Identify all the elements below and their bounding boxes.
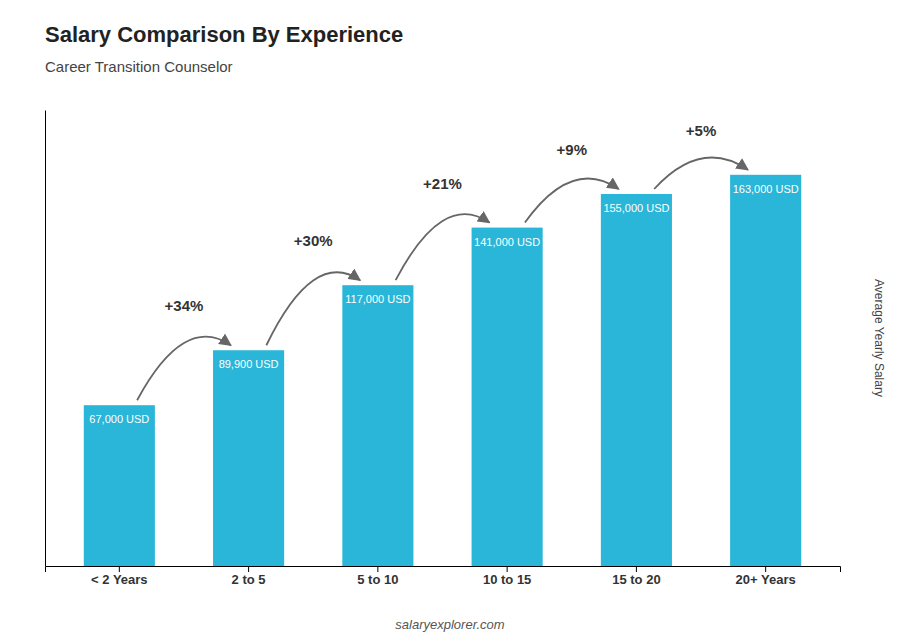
y-axis (45, 111, 46, 567)
x-tick-mark (248, 566, 249, 572)
bar (84, 405, 155, 566)
data-label: 155,000 USD (603, 202, 669, 214)
x-tick: 2 to 5 (232, 566, 266, 587)
x-tick-mark (636, 566, 637, 572)
watermark: salaryexplorer.com (395, 617, 505, 632)
subtitle: Career Transition Counselor (45, 58, 233, 75)
change-arrow (525, 179, 619, 223)
x-tick-label: 5 to 10 (357, 572, 398, 587)
x-tick-label: 10 to 15 (483, 572, 531, 587)
bar (601, 194, 672, 566)
title: Salary Comparison By Experience (45, 22, 403, 47)
plot: < 2 Years 2 to 5 5 to 10 10 to 15 15 to 20 20… (46, 111, 841, 588)
bar (730, 175, 801, 566)
change-arrow (396, 214, 490, 280)
x-tick-label: < 2 Years (91, 572, 148, 587)
data-label: 141,000 USD (474, 236, 540, 248)
chart: Salary Comparison By Experience Career Tr… (0, 0, 900, 641)
change-label: +34% (165, 297, 204, 314)
x-tick: < 2 Years (91, 566, 148, 587)
change-arrow (266, 272, 360, 345)
bar (213, 350, 284, 566)
data-label: 117,000 USD (345, 293, 410, 305)
change-label: +9% (557, 141, 587, 158)
x-tick: 10 to 15 (483, 566, 531, 587)
x-axis: < 2 Years 2 to 5 5 to 10 10 to 15 15 to 20 20… (46, 566, 841, 587)
bar (342, 285, 413, 566)
data-label: 89,900 USD (219, 358, 279, 370)
x-tick-mark (507, 566, 508, 572)
x-tick-label: 20+ Years (736, 572, 796, 587)
x-axis-line (46, 567, 841, 573)
change-arrow (137, 337, 231, 401)
annotations: +34% +30% +21% +9% +5% (137, 122, 748, 400)
x-tick-label: 15 to 20 (612, 572, 660, 587)
y-axis-title: Average Yearly Salary (872, 279, 886, 397)
bars (84, 175, 801, 566)
data-label: 67,000 USD (89, 413, 149, 425)
x-tick: 20+ Years (736, 566, 796, 587)
change-label: +21% (423, 175, 462, 192)
x-tick-mark (765, 566, 766, 572)
change-arrow (654, 157, 748, 189)
x-tick-label: 2 to 5 (232, 572, 266, 587)
x-tick: 15 to 20 (612, 566, 660, 587)
change-label: +30% (294, 232, 333, 249)
bar (472, 228, 543, 566)
x-tick: 5 to 10 (357, 566, 398, 587)
change-label: +5% (686, 122, 716, 139)
data-labels: 67,000 USD 89,900 USD 117,000 USD 141,000 U… (89, 183, 798, 425)
y-axis-line (45, 111, 46, 567)
data-label: 163,000 USD (733, 183, 799, 195)
x-tick-mark (377, 566, 378, 572)
x-tick-mark (119, 566, 120, 572)
